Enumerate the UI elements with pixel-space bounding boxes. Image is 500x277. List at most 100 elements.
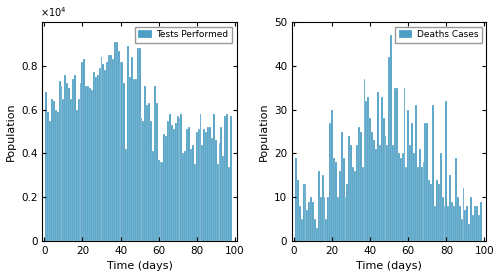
Bar (306, 211, 308, 241)
Bar (129, 77, 131, 241)
Bar (344, 197, 346, 241)
Bar (216, 165, 218, 241)
Bar (188, 127, 190, 241)
Bar (51, 99, 53, 241)
Bar (466, 206, 468, 241)
Bar (440, 153, 442, 241)
Bar (302, 184, 304, 241)
Bar (476, 206, 478, 241)
Bar (98, 68, 100, 241)
Bar (390, 35, 392, 241)
Bar (82, 61, 84, 241)
Bar (337, 197, 339, 241)
Bar (224, 116, 226, 241)
Bar (200, 114, 202, 241)
Bar (167, 121, 169, 241)
Bar (58, 81, 60, 241)
Bar (68, 88, 70, 241)
Y-axis label: Population: Population (258, 102, 268, 161)
Bar (432, 105, 434, 241)
Bar (213, 114, 215, 241)
Bar (470, 197, 472, 241)
Bar (384, 136, 386, 241)
Bar (459, 206, 460, 241)
Bar (184, 151, 186, 241)
Bar (76, 110, 78, 241)
Bar (392, 145, 394, 241)
Bar (428, 180, 430, 241)
Bar (330, 123, 331, 241)
Bar (218, 143, 220, 241)
Bar (86, 86, 87, 241)
Bar (402, 153, 404, 241)
Bar (160, 162, 162, 241)
Bar (382, 119, 384, 241)
Bar (348, 136, 350, 241)
Bar (464, 211, 466, 241)
Bar (131, 57, 133, 241)
Bar (230, 116, 232, 241)
Bar (112, 59, 114, 241)
Bar (144, 86, 146, 241)
Bar (204, 129, 205, 241)
Bar (173, 129, 175, 241)
Legend: Tests Performed: Tests Performed (134, 27, 232, 43)
Bar (169, 114, 171, 241)
Bar (446, 101, 448, 241)
Bar (366, 101, 368, 241)
Bar (140, 119, 142, 241)
Bar (205, 132, 207, 241)
Bar (108, 55, 110, 241)
Bar (364, 79, 366, 241)
Bar (453, 206, 455, 241)
Bar (316, 228, 318, 241)
Bar (388, 57, 390, 241)
Bar (312, 202, 314, 241)
Bar (152, 151, 154, 241)
Bar (53, 101, 55, 241)
Bar (398, 153, 400, 241)
Bar (158, 160, 160, 241)
Bar (354, 171, 356, 241)
Bar (442, 197, 444, 241)
X-axis label: Time (days): Time (days) (106, 261, 172, 271)
Bar (190, 149, 192, 241)
Bar (300, 219, 302, 241)
Bar (478, 215, 480, 241)
Bar (448, 206, 449, 241)
Bar (162, 162, 164, 241)
Bar (424, 123, 426, 241)
Bar (468, 224, 470, 241)
Bar (308, 202, 310, 241)
Bar (192, 145, 194, 241)
Bar (310, 197, 312, 241)
Bar (352, 166, 354, 241)
Bar (346, 184, 348, 241)
Bar (322, 175, 324, 241)
Bar (146, 105, 148, 241)
Bar (297, 180, 299, 241)
Bar (371, 132, 373, 241)
Bar (226, 114, 228, 241)
Bar (368, 97, 370, 241)
Bar (304, 184, 306, 241)
Bar (410, 145, 411, 241)
Bar (127, 46, 129, 241)
Bar (122, 61, 124, 241)
Bar (375, 149, 377, 241)
Bar (93, 73, 95, 241)
Bar (102, 64, 104, 241)
Bar (413, 153, 415, 241)
Bar (295, 158, 297, 241)
Bar (426, 123, 428, 241)
Bar (400, 158, 402, 241)
Bar (110, 55, 112, 241)
Bar (95, 77, 96, 241)
Bar (406, 166, 407, 241)
Bar (96, 75, 98, 241)
Bar (118, 51, 120, 241)
Bar (324, 197, 326, 241)
Bar (373, 140, 375, 241)
Bar (436, 180, 438, 241)
Bar (55, 110, 57, 241)
